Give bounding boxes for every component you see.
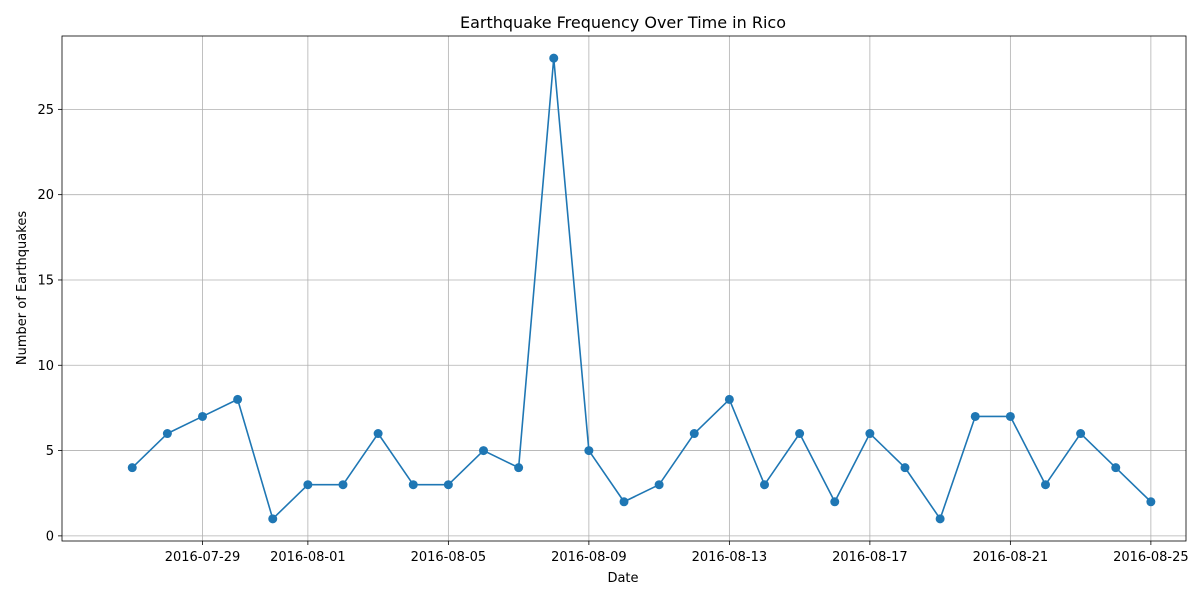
series-layer [127,53,1156,524]
x-tick-label: 2016-08-05 [411,550,487,565]
data-point [268,514,278,524]
data-point [303,480,313,490]
data-point [479,446,488,456]
data-point [900,463,910,473]
data-point [514,463,524,473]
y-tick-label: 0 [46,529,54,544]
x-tick-label: 2016-08-17 [832,550,908,565]
x-axis-title: Date [607,571,638,586]
y-axis-title: Number of Earthquakes [15,211,30,365]
data-point [1146,497,1156,507]
x-tick-label: 2016-07-29 [165,550,241,565]
x-tick-label: 2016-08-25 [1113,550,1189,565]
data-point [830,497,840,507]
x-tick-label: 2016-08-21 [973,550,1049,565]
y-tick-label: 10 [37,359,54,374]
data-point [1005,411,1015,421]
data-point [795,429,805,439]
data-point [654,480,664,490]
data-point [198,411,207,421]
y-tick-label: 5 [46,444,54,459]
data-point [1041,480,1050,490]
y-tick-label: 20 [37,188,54,203]
data-point [373,429,383,439]
data-point [760,480,769,490]
series-line [131,57,1152,520]
data-point [338,480,348,490]
data-point [408,480,418,490]
x-tick-label: 2016-08-13 [692,550,768,565]
data-point [865,429,875,439]
x-tick-label: 2016-08-09 [551,550,627,565]
data-point [689,429,699,439]
data-point [443,480,453,490]
data-point [127,463,137,473]
grid-lines [62,36,1186,541]
plot-frame [61,35,1187,542]
y-tick-label: 15 [37,273,54,288]
data-point [1076,429,1086,439]
data-point [233,394,243,404]
x-tick-label: 2016-08-01 [270,550,346,565]
data-point [584,446,594,456]
data-point [549,53,559,63]
data-point [162,429,172,439]
axes: 2016-07-29 2016-08-01 2016-08-05 2016-08-09… [37,35,1189,565]
data-point [970,411,980,421]
data-point [724,394,734,404]
data-point [619,497,629,507]
data-point [935,514,945,524]
y-tick-label: 25 [37,103,54,118]
data-point [1111,463,1121,473]
chart-title: Earthquake Frequency Over Time in Rico [460,13,786,32]
